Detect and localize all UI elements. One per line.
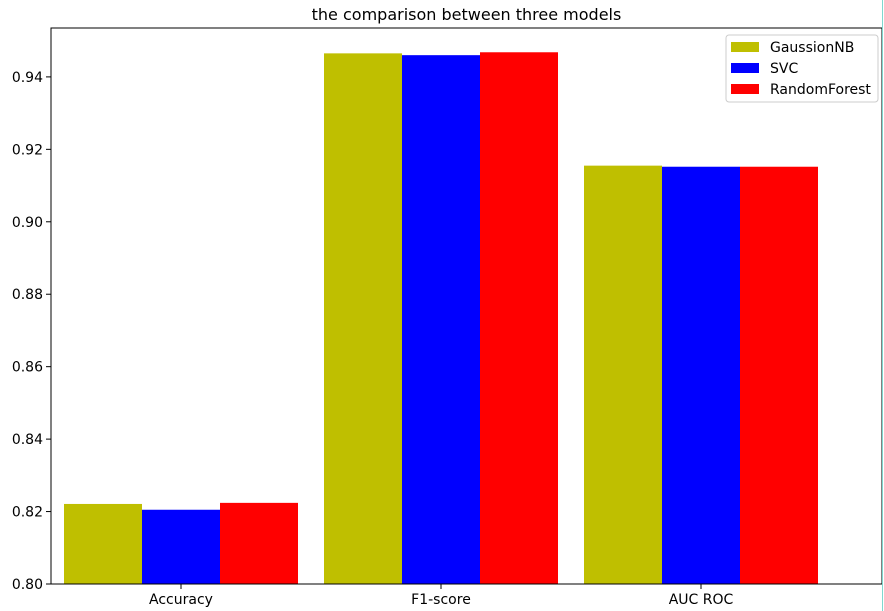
legend-label-randomforest: RandomForest (770, 82, 871, 98)
legend: GaussionNB SVC RandomForest (725, 34, 879, 103)
y-tick-label: 0.88 (12, 287, 43, 303)
bar-gaussionnb-auc-roc (584, 165, 662, 584)
bar-gaussionnb-f1-score (324, 53, 402, 585)
bar-randomforest-auc-roc (740, 166, 818, 584)
chart-title: the comparison between three models (312, 5, 622, 24)
legend-label-gaussionnb: GaussionNB (770, 40, 854, 56)
x-tick-label: Accuracy (149, 592, 213, 608)
legend-swatch-randomforest (731, 84, 759, 94)
bar-randomforest-accuracy (220, 502, 298, 584)
y-tick-label: 0.82 (12, 505, 43, 521)
legend-box (725, 34, 879, 103)
y-tick-label: 0.92 (12, 142, 43, 158)
y-axis: 0.80 0.82 0.84 0.86 0.88 0.90 0.92 0.94 (12, 70, 51, 593)
y-tick-label: 0.86 (12, 360, 43, 376)
bar-randomforest-f1-score (480, 52, 558, 584)
bar-svc-auc-roc (662, 166, 740, 584)
x-axis: Accuracy F1-score AUC ROC (149, 584, 734, 608)
x-tick-label: F1-score (411, 592, 471, 608)
bar-svc-f1-score (402, 55, 480, 584)
legend-label-svc: SVC (770, 61, 798, 77)
bar-gaussionnb-accuracy (64, 503, 142, 584)
x-tick-label: AUC ROC (669, 592, 734, 608)
legend-swatch-svc (731, 63, 759, 73)
bar-svc-accuracy (142, 509, 220, 584)
window-edge-line (882, 0, 883, 611)
legend-swatch-gaussionnb (731, 42, 759, 52)
y-tick-label: 0.80 (12, 577, 43, 593)
y-tick-label: 0.90 (12, 215, 43, 231)
y-tick-label: 0.94 (12, 70, 43, 86)
bars-group (64, 52, 818, 585)
y-tick-label: 0.84 (12, 432, 43, 448)
